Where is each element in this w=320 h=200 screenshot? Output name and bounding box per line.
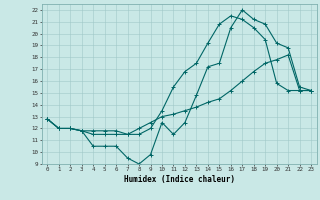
- X-axis label: Humidex (Indice chaleur): Humidex (Indice chaleur): [124, 175, 235, 184]
